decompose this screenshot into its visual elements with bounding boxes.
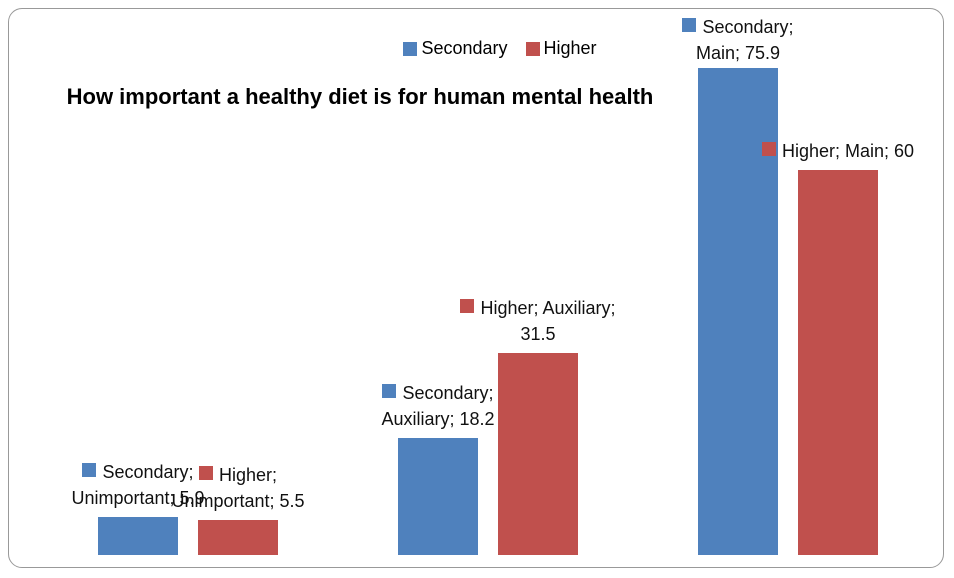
label-swatch bbox=[382, 384, 397, 399]
chart-frame bbox=[8, 8, 944, 568]
legend-swatch bbox=[525, 41, 540, 56]
label-swatch bbox=[198, 465, 213, 480]
legend-label: Secondary bbox=[421, 38, 508, 58]
data-label-text: Higher; Auxiliary; 31.5 bbox=[480, 297, 616, 344]
label-swatch bbox=[82, 463, 97, 478]
label-swatch bbox=[682, 18, 697, 32]
data-label-text: Secondary; Unimportant; 5.9 bbox=[71, 462, 205, 509]
data-label: Higher; Auxiliary; 31.5 bbox=[458, 295, 618, 347]
bar bbox=[498, 352, 578, 555]
data-label: Higher; Unimportant; 5.5 bbox=[158, 462, 318, 514]
label-swatch bbox=[761, 142, 776, 157]
data-label-text: Secondary; Auxiliary; 18.2 bbox=[381, 383, 495, 430]
chart-title: How important a healthy diet is for huma… bbox=[66, 84, 654, 109]
bar bbox=[798, 170, 878, 555]
data-label: Secondary; Main; 75.9 bbox=[658, 14, 818, 66]
data-label: Higher; Main; 60 bbox=[758, 138, 918, 164]
legend-label: Higher bbox=[543, 38, 597, 58]
data-label: Secondary; Auxiliary; 18.2 bbox=[358, 380, 518, 432]
legend-item: Secondary bbox=[403, 38, 508, 59]
data-label-text: Higher; Unimportant; 5.5 bbox=[171, 464, 305, 511]
data-label-text: Secondary; Main; 75.9 bbox=[695, 17, 794, 63]
legend-swatch bbox=[403, 41, 418, 56]
legend: Secondary Higher bbox=[360, 38, 640, 59]
bar bbox=[98, 517, 178, 555]
label-swatch bbox=[460, 298, 475, 313]
data-label-text: Higher; Main; 60 bbox=[781, 141, 915, 162]
bar bbox=[198, 519, 278, 555]
legend-item: Higher bbox=[525, 38, 597, 59]
data-label: Secondary; Unimportant; 5.9 bbox=[58, 459, 218, 511]
bar bbox=[398, 438, 478, 555]
